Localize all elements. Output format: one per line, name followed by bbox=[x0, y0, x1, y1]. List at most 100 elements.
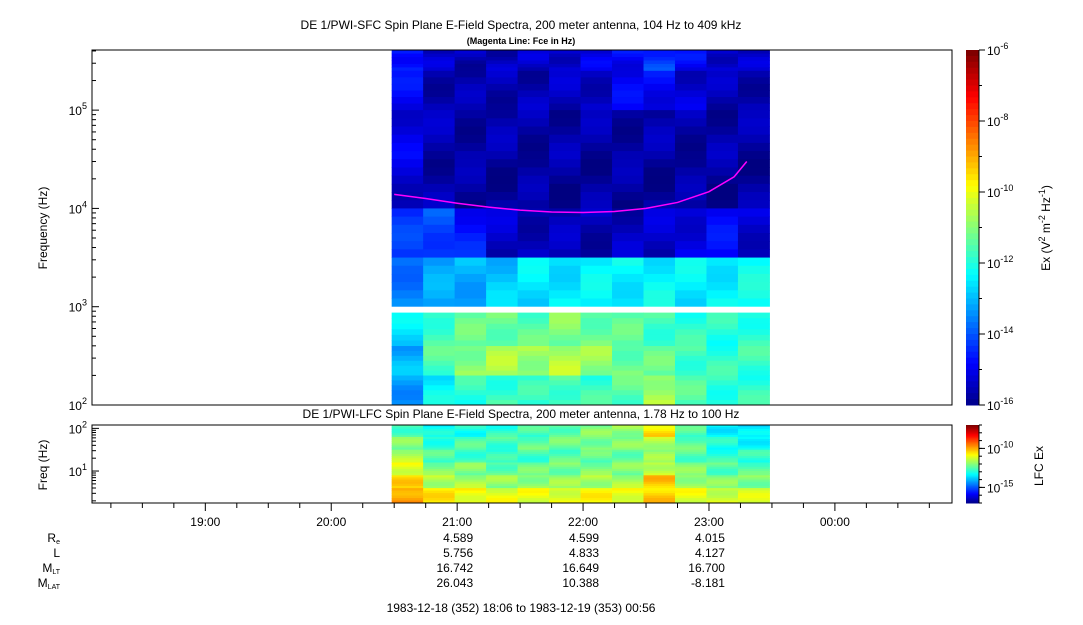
sfc-spectrogram-cell bbox=[612, 232, 645, 242]
lfc-spectrogram-cell bbox=[706, 466, 739, 470]
lfc-spectrogram-cell bbox=[486, 445, 519, 449]
sfc-spectrogram-cell bbox=[486, 126, 519, 136]
sfc-spectrogram-cell bbox=[612, 126, 645, 136]
lfc-spectrogram-cell bbox=[486, 475, 519, 478]
lfc-spectrogram-cell bbox=[737, 488, 770, 492]
sfc-spectrogram-cell bbox=[423, 63, 456, 68]
lfc-spectrogram-cell bbox=[643, 443, 676, 446]
lfc-colorbar-segment bbox=[966, 466, 979, 469]
lfc-spectrogram-cell bbox=[737, 426, 770, 430]
sfc-colorbar-segment bbox=[966, 316, 979, 323]
ephemeris-value: 4.127 bbox=[695, 546, 725, 560]
sfc-spectrogram-cell bbox=[454, 365, 487, 372]
sfc-spectrogram-cell bbox=[612, 63, 645, 68]
lfc-spectrogram-cell bbox=[454, 453, 487, 457]
sfc-spectrogram-cell bbox=[643, 365, 676, 372]
lfc-spectrogram-cell bbox=[612, 479, 645, 483]
lfc-spectrogram-cell bbox=[423, 462, 456, 466]
sfc-colorbar-segment bbox=[966, 351, 979, 359]
lfc-spectrogram-cell bbox=[486, 460, 519, 463]
lfc-spectrogram-cell bbox=[549, 488, 582, 492]
lfc-spectrogram-cell bbox=[423, 451, 456, 455]
sfc-spectrogram-cell bbox=[737, 340, 770, 347]
lfc-spectrogram-cell bbox=[580, 462, 613, 466]
lfc-spectrogram-cell bbox=[737, 464, 770, 468]
lfc-spectrogram-cell bbox=[423, 477, 456, 481]
sfc-spectrogram-cell bbox=[517, 67, 550, 72]
sfc-spectrogram-cell bbox=[580, 334, 613, 341]
lfc-spectrogram-cell bbox=[486, 468, 519, 472]
sfc-spectrogram-cell bbox=[454, 175, 487, 185]
sfc-spectrogram-cell bbox=[580, 183, 613, 193]
lfc-spectrogram-cell bbox=[674, 439, 707, 442]
sfc-spectrogram-cell bbox=[737, 385, 770, 391]
lfc-spectrogram-cell bbox=[454, 473, 487, 476]
sfc-spectrogram-cell bbox=[549, 216, 582, 226]
sfc-spectrogram-cell bbox=[517, 118, 550, 128]
sfc-spectrogram-cell bbox=[454, 97, 487, 105]
sfc-spectrogram-cell bbox=[486, 216, 519, 226]
sfc-spectrogram-cell bbox=[706, 151, 739, 160]
sfc-spectrogram-cell bbox=[423, 375, 456, 381]
sfc-colorbar-segment bbox=[966, 79, 979, 86]
sfc-spectrogram-cell bbox=[706, 77, 739, 85]
lfc-colorbar-segment bbox=[966, 497, 979, 500]
lfc-spectrogram-cell bbox=[454, 456, 487, 459]
lfc-spectrogram-cell bbox=[454, 500, 487, 504]
sfc-spectrogram-cell bbox=[517, 400, 550, 406]
sfc-spectrogram-cell bbox=[391, 329, 424, 336]
sfc-spectrogram-cell bbox=[391, 175, 424, 185]
sfc-spectrogram-cell bbox=[706, 126, 739, 136]
lfc-spectrogram-cell bbox=[486, 493, 519, 497]
sfc-spectrogram-cell bbox=[706, 50, 739, 55]
sfc-spectrogram-cell bbox=[486, 50, 519, 55]
sfc-spectrogram-cell bbox=[674, 249, 707, 259]
sfc-spectrogram-cell bbox=[737, 192, 770, 201]
sfc-spectrogram-cell bbox=[391, 232, 424, 242]
lfc-spectrogram-cell bbox=[580, 475, 613, 478]
sfc-spectrogram-cell bbox=[454, 232, 487, 242]
lfc-spectrogram-cell bbox=[486, 458, 519, 461]
sfc-spectrogram-cell bbox=[517, 60, 550, 65]
lfc-colorbar-segment bbox=[966, 499, 979, 501]
lfc-colorbar-segment bbox=[966, 425, 979, 427]
lfc-spectrogram-cell bbox=[517, 432, 550, 436]
lfc-spectrogram-cell bbox=[454, 424, 487, 428]
sfc-spectrogram-cell bbox=[737, 380, 770, 386]
sfc-spectrogram-cell bbox=[486, 350, 519, 357]
sfc-spectrogram-cell bbox=[423, 70, 456, 78]
sfc-spectrogram-cell bbox=[549, 83, 582, 91]
lfc-colorbar-segment bbox=[966, 487, 979, 490]
sfc-spectrogram-cell bbox=[612, 312, 645, 319]
lfc-spectrogram-cell bbox=[454, 468, 487, 472]
sfc-spectrogram-cell bbox=[517, 375, 550, 381]
sfc-spectrogram-cell bbox=[643, 183, 676, 193]
lfc-spectrogram-cell bbox=[423, 495, 456, 499]
sfc-spectrogram-cell bbox=[612, 340, 645, 347]
sfc-spectrogram-cell bbox=[549, 273, 582, 283]
sfc-spectrogram-cell bbox=[643, 142, 676, 152]
sfc-spectrogram-cell bbox=[674, 53, 707, 58]
lfc-spectrogram-cell bbox=[549, 475, 582, 478]
sfc-spectrogram-cell bbox=[612, 151, 645, 160]
sfc-spectrogram-cell bbox=[674, 312, 707, 319]
data-gap bbox=[390, 306, 774, 313]
lfc-spectrogram-cell bbox=[423, 443, 456, 446]
lfc-spectrogram-cell bbox=[643, 500, 676, 504]
lfc-spectrogram-cell bbox=[423, 475, 456, 478]
sfc-spectrogram-cell bbox=[706, 224, 739, 234]
sfc-spectrogram-cell bbox=[517, 167, 550, 177]
sfc-colorbar-segment bbox=[966, 245, 979, 252]
sfc-spectrogram-cell bbox=[549, 224, 582, 234]
lfc-spectrogram-cell bbox=[580, 441, 613, 444]
sfc-spectrogram-cell bbox=[674, 57, 707, 61]
lfc-spectrogram-cell bbox=[391, 453, 424, 457]
sfc-spectrogram-cell bbox=[643, 334, 676, 341]
sfc-spectrogram-cell bbox=[737, 175, 770, 185]
lfc-spectrogram-cell bbox=[612, 471, 645, 474]
lfc-spectrogram-cell bbox=[706, 447, 739, 451]
sfc-spectrogram-cell bbox=[454, 249, 487, 259]
sfc-spectrogram-cell bbox=[486, 151, 519, 160]
lfc-spectrogram-cell bbox=[737, 458, 770, 461]
lfc-spectrogram-cell bbox=[674, 488, 707, 492]
